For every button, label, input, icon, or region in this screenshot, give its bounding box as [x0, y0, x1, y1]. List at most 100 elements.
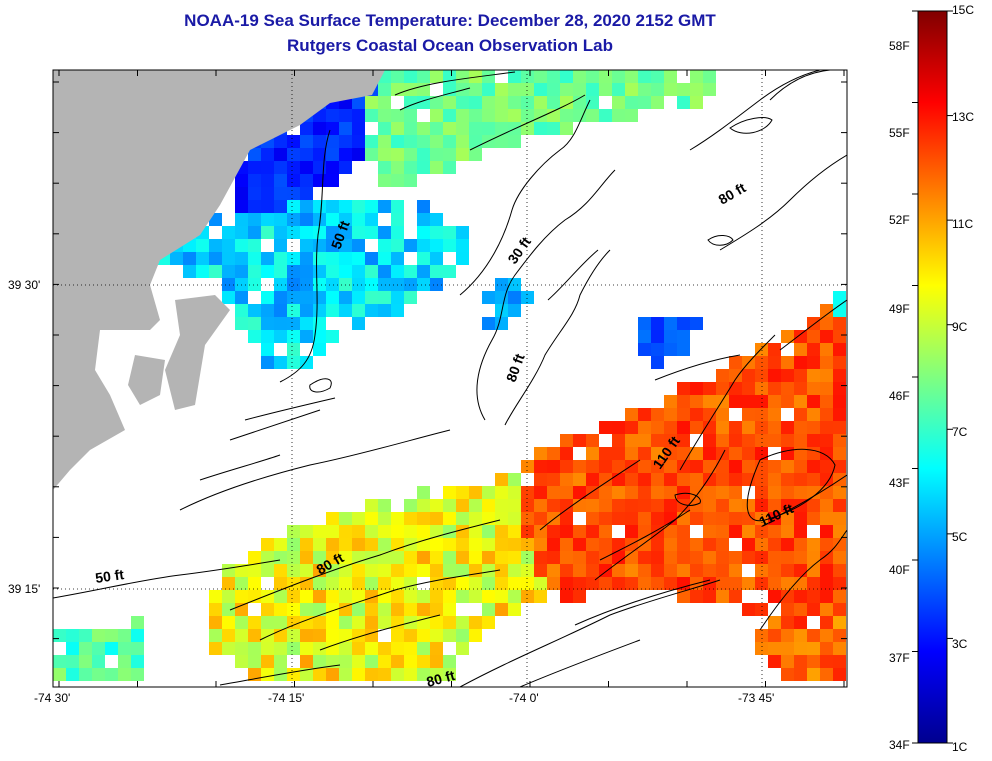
sst-pixel: [287, 642, 300, 655]
sst-pixel: [378, 668, 391, 681]
sst-pixel: [313, 525, 326, 538]
sst-pixel: [469, 83, 482, 96]
sst-pixel: [261, 538, 274, 551]
sst-pixel: [417, 213, 430, 226]
sst-pixel: [638, 421, 651, 434]
sst-pixel: [391, 174, 404, 187]
sst-pixel: [794, 616, 807, 629]
sst-pixel: [716, 512, 729, 525]
sst-pixel: [300, 148, 313, 161]
sst-pixel: [794, 343, 807, 356]
sst-pixel: [716, 421, 729, 434]
sst-pixel: [586, 473, 599, 486]
sst-pixel: [755, 499, 768, 512]
sst-pixel: [352, 629, 365, 642]
sst-pixel: [274, 356, 287, 369]
sst-pixel: [443, 564, 456, 577]
sst-pixel: [339, 538, 352, 551]
sst-pixel: [274, 590, 287, 603]
sst-pixel: [469, 109, 482, 122]
sst-pixel: [118, 655, 131, 668]
sst-pixel: [287, 291, 300, 304]
sst-pixel: [365, 200, 378, 213]
sst-pixel: [404, 291, 417, 304]
sst-pixel: [391, 226, 404, 239]
sst-pixel: [404, 551, 417, 564]
sst-pixel: [352, 213, 365, 226]
sst-pixel: [612, 564, 625, 577]
sst-pixel: [820, 408, 833, 421]
sst-pixel: [66, 642, 79, 655]
sst-pixel: [716, 551, 729, 564]
sst-pixel: [833, 460, 846, 473]
sst-pixel: [794, 421, 807, 434]
sst-pixel: [729, 369, 742, 382]
sst-pixel: [781, 369, 794, 382]
sst-pixel: [456, 252, 469, 265]
sst-pixel: [235, 239, 248, 252]
sst-pixel: [807, 447, 820, 460]
sst-pixel: [274, 135, 287, 148]
sst-pixel: [404, 174, 417, 187]
sst-pixel: [118, 642, 131, 655]
sst-pixel: [625, 408, 638, 421]
sst-pixel: [716, 447, 729, 460]
sst-pixel: [430, 70, 443, 83]
sst-pixel: [248, 148, 261, 161]
sst-pixel: [313, 642, 326, 655]
sst-pixel: [378, 291, 391, 304]
sst-pixel: [339, 226, 352, 239]
sst-pixel: [378, 603, 391, 616]
sst-pixel: [651, 577, 664, 590]
sst-pixel: [716, 499, 729, 512]
sst-pixel: [339, 525, 352, 538]
sst-pixel: [768, 460, 781, 473]
sst-pixel: [378, 564, 391, 577]
sst-pixel: [378, 304, 391, 317]
sst-pixel: [534, 525, 547, 538]
sst-pixel: [443, 668, 456, 681]
sst-pixel: [339, 265, 352, 278]
sst-pixel: [677, 83, 690, 96]
sst-pixel: [391, 525, 404, 538]
sst-pixel: [391, 304, 404, 317]
sst-pixel: [365, 668, 378, 681]
sst-pixel: [794, 486, 807, 499]
sst-pixel: [495, 512, 508, 525]
sst-pixel: [248, 551, 261, 564]
sst-pixel: [625, 577, 638, 590]
sst-pixel: [807, 538, 820, 551]
sst-pixel: [313, 577, 326, 590]
sst-pixel: [794, 629, 807, 642]
sst-pixel: [313, 603, 326, 616]
sst-pixel: [755, 486, 768, 499]
sst-pixel: [638, 473, 651, 486]
sst-pixel: [274, 551, 287, 564]
sst-pixel: [768, 421, 781, 434]
sst-pixel: [417, 96, 430, 109]
sst-pixel: [365, 590, 378, 603]
sst-pixel: [365, 96, 378, 109]
sst-pixel: [703, 486, 716, 499]
sst-pixel: [417, 148, 430, 161]
sst-pixel: [534, 122, 547, 135]
sst-pixel: [287, 343, 300, 356]
sst-pixel: [482, 616, 495, 629]
sst-pixel: [729, 395, 742, 408]
sst-pixel: [391, 603, 404, 616]
sst-pixel: [274, 265, 287, 278]
sst-pixel: [313, 304, 326, 317]
sst-pixel: [417, 200, 430, 213]
sst-pixel: [443, 538, 456, 551]
sst-pixel: [274, 564, 287, 577]
sst-pixel: [313, 291, 326, 304]
sst-pixel: [586, 447, 599, 460]
sst-pixel: [287, 330, 300, 343]
sst-pixel: [378, 642, 391, 655]
sst-pixel: [833, 538, 846, 551]
sst-pixel: [703, 395, 716, 408]
sst-pixel: [378, 525, 391, 538]
sst-pixel: [521, 577, 534, 590]
sst-pixel: [703, 460, 716, 473]
x-tick-label: -74 0': [509, 691, 539, 705]
